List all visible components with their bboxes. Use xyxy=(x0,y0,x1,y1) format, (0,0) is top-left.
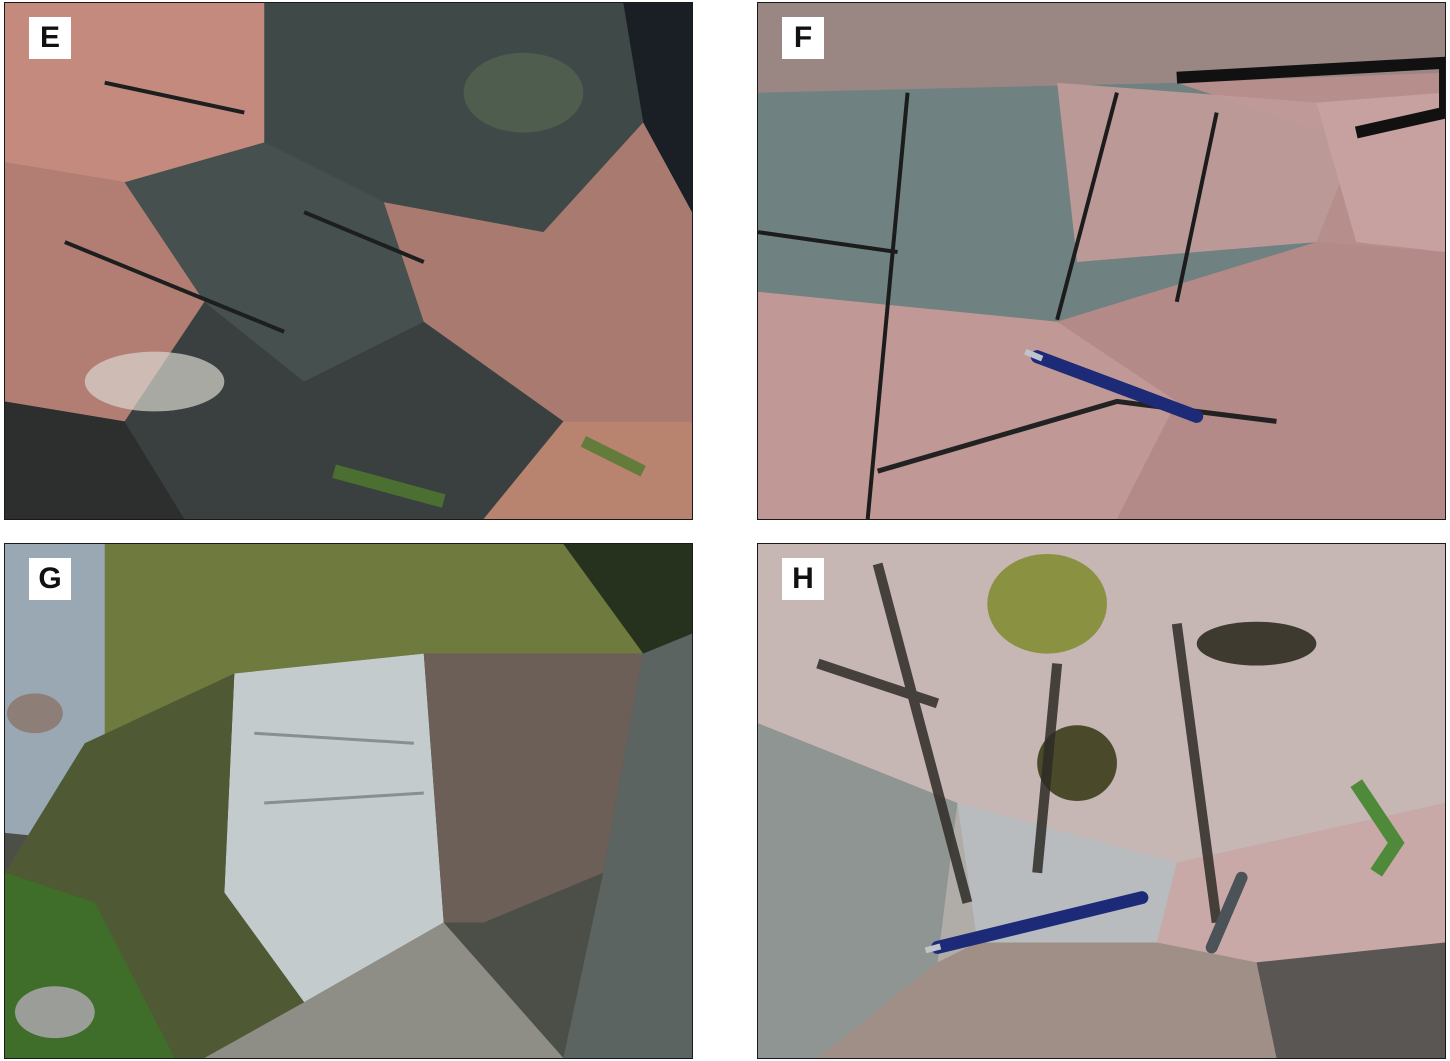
panel-label-g: G xyxy=(29,558,71,600)
photo-panel-f: F xyxy=(757,2,1446,520)
photo-panel-g: G xyxy=(4,543,693,1059)
outcrop-photo-e xyxy=(5,3,692,519)
panel-label-e: E xyxy=(29,17,71,59)
photo-panel-e: E xyxy=(4,2,693,520)
outcrop-photo-g xyxy=(5,544,692,1058)
pen-scale xyxy=(924,891,1149,954)
outcrop-photo-h xyxy=(758,544,1445,1058)
photo-panel-h: H xyxy=(757,543,1446,1059)
pen-scale xyxy=(1024,348,1204,423)
panel-label-f: F xyxy=(782,17,824,59)
panel-label-h: H xyxy=(782,558,824,600)
outcrop-photo-f xyxy=(758,3,1445,519)
